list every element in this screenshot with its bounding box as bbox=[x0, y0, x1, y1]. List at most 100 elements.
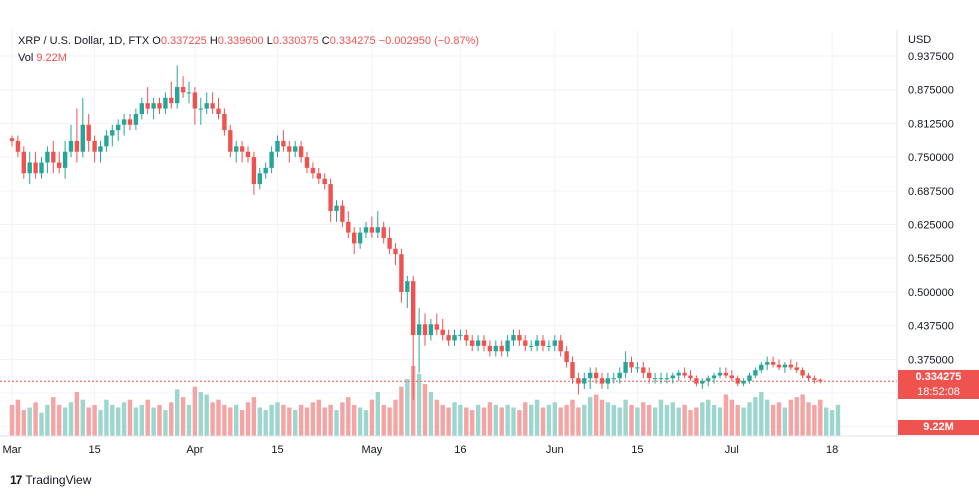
candle-body bbox=[558, 340, 563, 352]
volume-bar bbox=[641, 402, 646, 436]
time-tick-label: 15 bbox=[88, 444, 100, 456]
candle-body bbox=[652, 378, 658, 380]
time-tick-label: Jul bbox=[725, 444, 739, 456]
currency-label[interactable]: USD bbox=[908, 34, 932, 46]
close-label: C bbox=[321, 35, 330, 47]
volume-bar bbox=[293, 410, 298, 436]
volume-bar bbox=[741, 407, 746, 436]
volume-bar bbox=[139, 404, 144, 436]
volume-bar bbox=[21, 410, 26, 436]
candle-body bbox=[800, 370, 805, 376]
candle-body bbox=[346, 221, 351, 233]
candle-body bbox=[534, 340, 540, 346]
volume-bar bbox=[316, 399, 321, 436]
volume-bar bbox=[346, 397, 351, 436]
candle-body bbox=[706, 378, 711, 381]
candle-body bbox=[794, 367, 799, 371]
volume-bar bbox=[9, 404, 15, 436]
candle-body bbox=[33, 162, 38, 174]
candle-body bbox=[688, 375, 693, 379]
candle-body bbox=[582, 378, 587, 384]
volume-bar bbox=[15, 399, 21, 436]
volume-bar bbox=[198, 391, 203, 436]
price-tick-label: 0.750000 bbox=[908, 152, 954, 164]
volume-bar bbox=[175, 389, 180, 436]
candle-body bbox=[717, 372, 723, 376]
candle-body bbox=[27, 162, 32, 174]
candle-body bbox=[387, 238, 392, 249]
volume-bar bbox=[92, 404, 97, 436]
volume-bar bbox=[765, 399, 770, 436]
volume-bar bbox=[133, 407, 139, 436]
candle-body bbox=[694, 378, 699, 384]
volume-legend: Vol 9.22M bbox=[18, 52, 67, 64]
candle-body bbox=[765, 362, 770, 365]
volume-bar bbox=[812, 404, 817, 436]
last-price-tag: 0.334275 bbox=[898, 370, 979, 385]
candle-body bbox=[157, 103, 162, 109]
candle-body bbox=[576, 378, 581, 384]
volume-bar bbox=[629, 404, 634, 436]
candle-body bbox=[80, 124, 85, 152]
volume-bar bbox=[440, 404, 445, 436]
volume-bar bbox=[151, 407, 156, 436]
volume-label[interactable]: Vol bbox=[18, 52, 34, 64]
volume-bar bbox=[116, 407, 121, 436]
volume-bar bbox=[523, 402, 528, 436]
tradingview-brand: TradingView bbox=[25, 473, 92, 487]
volume-bar bbox=[588, 397, 593, 436]
candle-body bbox=[452, 335, 457, 341]
time-tick-label: Jun bbox=[546, 444, 564, 456]
candle-body bbox=[352, 232, 357, 244]
volume-bar bbox=[729, 399, 734, 436]
volume-bar bbox=[80, 399, 85, 436]
volume-bar bbox=[664, 404, 670, 436]
volume-bar bbox=[829, 410, 835, 436]
candle-body bbox=[776, 364, 782, 368]
volume-bar bbox=[670, 402, 675, 436]
candle-body bbox=[57, 162, 62, 168]
volume-bar bbox=[582, 404, 587, 436]
candle-body bbox=[570, 362, 575, 379]
candle-body bbox=[251, 157, 257, 185]
volume-bar bbox=[287, 407, 292, 436]
volume-bar bbox=[363, 410, 369, 436]
volume-bar bbox=[753, 397, 758, 436]
time-axis[interactable]: Mar 15 Apr 15 May 16 Jun 15 Jul 18 bbox=[3, 444, 839, 456]
volume-bar bbox=[411, 366, 416, 436]
candle-body bbox=[257, 173, 262, 185]
change-value: −0.002950 (−0.87%) bbox=[378, 35, 480, 47]
candle-body bbox=[770, 362, 776, 365]
volume-bar bbox=[416, 373, 422, 436]
volume-bar bbox=[770, 404, 776, 436]
volume-bar bbox=[558, 407, 563, 436]
candle-body bbox=[475, 340, 481, 346]
candle-body bbox=[316, 173, 321, 179]
tradingview-logo[interactable]: 17 TradingView bbox=[10, 473, 91, 487]
volume-bar bbox=[387, 407, 392, 436]
symbol-title[interactable]: XRP / U.S. Dollar, 1D, FTX bbox=[18, 35, 150, 47]
candle-body bbox=[133, 113, 139, 125]
candle-body bbox=[151, 103, 156, 109]
candle-body bbox=[664, 378, 670, 380]
time-tick-label: Apr bbox=[186, 444, 203, 456]
candle-body bbox=[405, 281, 410, 292]
candle-body bbox=[263, 167, 268, 174]
volume-bar bbox=[127, 399, 133, 436]
volume-bar bbox=[546, 404, 552, 436]
time-tick-label: May bbox=[362, 444, 383, 456]
volume-bar bbox=[759, 391, 764, 436]
candle-body bbox=[180, 87, 186, 93]
candle-body bbox=[239, 146, 245, 152]
volume-bar bbox=[234, 404, 239, 436]
volume-bar bbox=[682, 404, 687, 436]
candle-body bbox=[529, 345, 534, 347]
candle-body bbox=[110, 130, 115, 136]
candle-body bbox=[74, 140, 80, 152]
candles bbox=[9, 65, 823, 400]
candle-body bbox=[287, 146, 292, 152]
price-tick-label: 0.500000 bbox=[908, 287, 954, 299]
volume-bar bbox=[717, 407, 723, 436]
